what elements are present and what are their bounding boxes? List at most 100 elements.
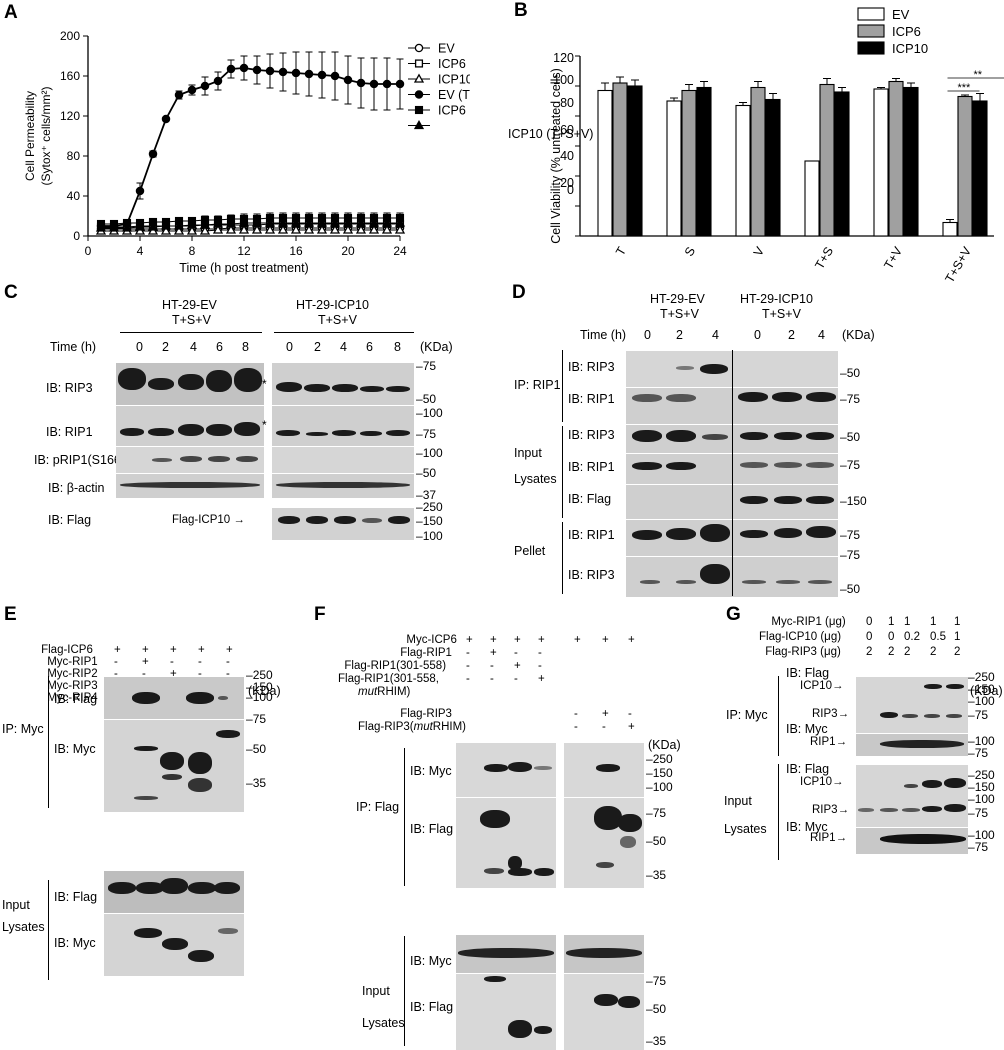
- band: [386, 430, 410, 436]
- c-time2-8: 8: [394, 340, 401, 354]
- f-cond-value: -: [574, 708, 578, 720]
- e-sec-input: Input: [2, 898, 30, 912]
- e-cond-label: Myc-RIP3: [47, 680, 98, 692]
- band: [188, 882, 216, 894]
- data-point: [290, 217, 302, 227]
- y-tick-label: 0: [73, 229, 80, 243]
- f-cond-value: -: [514, 673, 518, 685]
- data-point: [225, 218, 237, 228]
- g-row-flag-in: IB: Flag: [786, 762, 830, 776]
- data-point: [134, 221, 146, 231]
- band: [508, 1020, 532, 1038]
- e-cond-value: -: [198, 656, 202, 668]
- d-time-0: 0: [644, 328, 651, 342]
- d-time2-0: 0: [754, 328, 761, 342]
- band: [188, 752, 212, 774]
- f-cond-value: -: [466, 660, 470, 672]
- g-cond-value: 0: [866, 616, 873, 628]
- f-cond-value: -: [602, 721, 606, 733]
- data-point: [394, 217, 406, 227]
- band: [276, 382, 302, 392]
- band: [480, 810, 510, 828]
- d-mk-75d: –75: [840, 548, 861, 562]
- d-sec-input: Input: [514, 446, 542, 460]
- data-point: [413, 73, 425, 83]
- significance-mark: **: [974, 69, 983, 81]
- f-mk-75: –75: [646, 806, 667, 820]
- c-mk-100: –100: [416, 406, 443, 420]
- band: [924, 714, 940, 718]
- data-point: [303, 217, 315, 227]
- c-row-rip3: IB: RIP3: [46, 381, 93, 395]
- band: [276, 430, 300, 436]
- data-point: [225, 224, 237, 234]
- e-cond-value: -: [226, 668, 230, 680]
- c-row-flag: IB: Flag: [48, 513, 92, 527]
- band: [632, 530, 662, 540]
- legend-label: ICP6: [892, 24, 921, 39]
- data-point: [108, 222, 120, 232]
- c-time2-2: 2: [314, 340, 321, 354]
- f-cond-value: +: [514, 634, 521, 646]
- c-mk-150: –150: [416, 514, 443, 528]
- g-row-myc-in: IB: Myc: [786, 820, 828, 834]
- band: [594, 994, 618, 1006]
- g-sec-input: Input: [724, 794, 752, 808]
- data-point: [381, 224, 393, 234]
- data-point: [304, 69, 314, 79]
- e-bracket-input: [48, 880, 49, 980]
- series-line: [101, 227, 400, 230]
- band: [944, 778, 966, 788]
- band: [944, 804, 966, 812]
- band: [206, 424, 232, 436]
- f-mk-35: –35: [646, 868, 667, 882]
- e-cond-label: Flag-ICP6: [41, 644, 93, 656]
- d-row-rip1: IB: RIP1: [568, 392, 615, 406]
- x-axis-label: Time (h post treatment): [179, 261, 308, 275]
- data-point: [264, 224, 276, 234]
- bar: [819, 83, 835, 237]
- x-tick-label: 12: [237, 244, 251, 258]
- band: [620, 836, 636, 848]
- f-mk-75b: –75: [646, 974, 667, 988]
- e-cond-label: Myc-RIP2: [47, 668, 98, 680]
- d-row-flag-in: IB: Flag: [568, 492, 612, 506]
- band: [334, 516, 356, 524]
- g-cond-value: 1: [930, 616, 937, 628]
- f-row-myc-in: IB: Myc: [410, 954, 452, 968]
- g-lbl-icp10: ICP10→: [800, 680, 844, 692]
- e-kda: (KDa): [248, 684, 281, 698]
- g-sec-lysates: Lysates: [724, 822, 767, 836]
- band: [806, 462, 834, 468]
- g-cond-value: 2: [954, 646, 961, 658]
- data-point: [277, 224, 289, 234]
- e-cond-value: +: [142, 656, 149, 668]
- g-cond-value: 2: [930, 646, 937, 658]
- data-point: [161, 114, 171, 124]
- band: [618, 996, 640, 1008]
- band: [118, 368, 146, 390]
- legend-label: EV: [892, 7, 910, 22]
- band: [362, 518, 382, 523]
- band: [924, 684, 942, 689]
- c-group2-rule: [274, 332, 414, 333]
- band: [508, 762, 532, 772]
- e-cond-value: +: [114, 644, 121, 656]
- panel-letter-e: E: [4, 604, 17, 625]
- panel-letter-b: B: [514, 0, 528, 21]
- bar: [696, 86, 712, 237]
- legend-swatch: [857, 24, 885, 38]
- f-cond-value: +: [490, 647, 497, 659]
- g-mk-100c: –100: [968, 792, 995, 806]
- band: [136, 882, 164, 894]
- band: [666, 430, 696, 442]
- e-mk-50: –50: [246, 742, 267, 756]
- y-tick-label: 120: [553, 51, 574, 65]
- series-3: [96, 51, 405, 231]
- band: [740, 496, 768, 504]
- d-mk-50c: –50: [840, 582, 861, 596]
- band: [214, 882, 240, 894]
- x-tick-label: 4: [137, 244, 144, 258]
- band: [120, 428, 144, 436]
- band: [666, 528, 696, 540]
